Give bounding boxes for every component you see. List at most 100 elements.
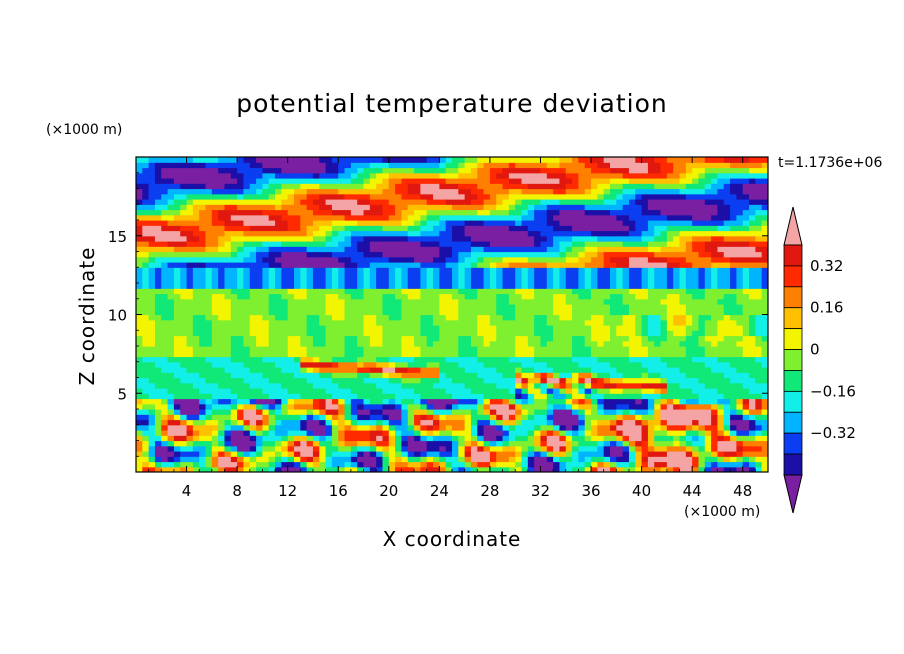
- field-cell: [350, 314, 358, 321]
- field-cell: [641, 157, 649, 163]
- field-cell: [483, 204, 491, 211]
- field-cell: [521, 393, 529, 400]
- field-cell: [603, 241, 611, 247]
- field-cell: [401, 251, 409, 258]
- field-cell: [616, 435, 624, 442]
- field-cell: [603, 435, 611, 442]
- field-cell: [433, 157, 440, 163]
- field-cell: [458, 356, 466, 363]
- field-cell: [161, 167, 169, 174]
- field-cell: [382, 414, 390, 421]
- field-cell: [281, 367, 289, 373]
- field-cell: [452, 251, 459, 258]
- field-cell: [445, 235, 453, 242]
- field-cell: [136, 214, 143, 221]
- field-cell: [262, 272, 270, 279]
- field-cell: [508, 178, 516, 184]
- field-cell: [224, 241, 232, 247]
- field-cell: [515, 319, 523, 326]
- field-cell: [180, 325, 188, 331]
- field-cell: [401, 288, 409, 295]
- field-cell: [344, 382, 352, 389]
- field-cell: [376, 430, 384, 436]
- field-cell: [483, 393, 491, 400]
- field-cell: [167, 157, 175, 163]
- field-cell: [167, 377, 175, 384]
- field-cell: [199, 372, 207, 379]
- field-cell: [312, 220, 320, 226]
- field-cell: [344, 361, 352, 368]
- field-cell: [268, 440, 276, 447]
- field-cell: [603, 372, 611, 379]
- field-cell: [439, 241, 447, 247]
- field-cell: [161, 204, 169, 211]
- field-cell: [597, 256, 605, 263]
- field-cell: [597, 251, 605, 258]
- field-cell: [306, 466, 314, 472]
- field-cell: [628, 251, 636, 258]
- field-cell: [565, 435, 573, 442]
- field-cell: [603, 314, 611, 321]
- field-cell: [256, 199, 263, 205]
- field-cell: [439, 256, 447, 263]
- field-cell: [376, 361, 384, 368]
- field-cell: [534, 220, 542, 226]
- field-cell: [470, 251, 478, 258]
- field-cell: [161, 183, 169, 190]
- field-cell: [211, 466, 219, 472]
- field-cell: [395, 335, 403, 342]
- field-cell: [325, 251, 333, 258]
- field-cell: [382, 309, 390, 316]
- field-cell: [275, 335, 282, 342]
- field-cell: [249, 393, 257, 400]
- field-cell: [319, 335, 327, 342]
- field-cell: [426, 304, 434, 310]
- field-cell: [237, 314, 245, 321]
- field-cell: [148, 372, 156, 379]
- field-cell: [211, 225, 219, 232]
- field-cell: [199, 204, 207, 211]
- field-cell: [591, 435, 598, 442]
- field-cell: [388, 346, 396, 352]
- field-cell: [515, 293, 523, 300]
- field-cell: [161, 440, 169, 447]
- field-cell: [439, 251, 447, 258]
- field-cell: [565, 351, 573, 358]
- field-cell: [243, 340, 251, 347]
- field-cell: [496, 246, 504, 253]
- field-cell: [180, 403, 188, 410]
- field-cell: [502, 246, 510, 253]
- field-cell: [521, 325, 529, 331]
- field-cell: [287, 409, 295, 415]
- field-cell: [136, 340, 143, 347]
- field-cell: [540, 298, 548, 305]
- field-cell: [230, 356, 238, 363]
- field-cell: [249, 456, 257, 463]
- field-cell: [483, 330, 491, 337]
- field-cell: [603, 246, 611, 253]
- field-cell: [414, 214, 421, 221]
- field-cell: [401, 225, 409, 232]
- field-cell: [249, 246, 257, 253]
- field-cell: [154, 199, 162, 205]
- field-cell: [237, 466, 245, 472]
- field-cell: [654, 382, 662, 389]
- field-cell: [294, 246, 301, 253]
- field-cell: [281, 419, 289, 426]
- field-cell: [218, 409, 226, 415]
- field-cell: [395, 445, 403, 452]
- field-cell: [243, 356, 251, 363]
- field-cell: [148, 456, 156, 463]
- field-cell: [325, 262, 333, 268]
- field-cell: [483, 325, 491, 331]
- field-cell: [357, 424, 365, 431]
- field-cell: [300, 351, 308, 358]
- field-cell: [477, 440, 485, 447]
- field-cell: [218, 393, 226, 400]
- field-cell: [559, 319, 567, 326]
- field-cell: [477, 277, 485, 284]
- field-cell: [470, 298, 478, 305]
- field-cell: [452, 361, 459, 368]
- field-cell: [237, 403, 245, 410]
- field-cell: [603, 283, 611, 289]
